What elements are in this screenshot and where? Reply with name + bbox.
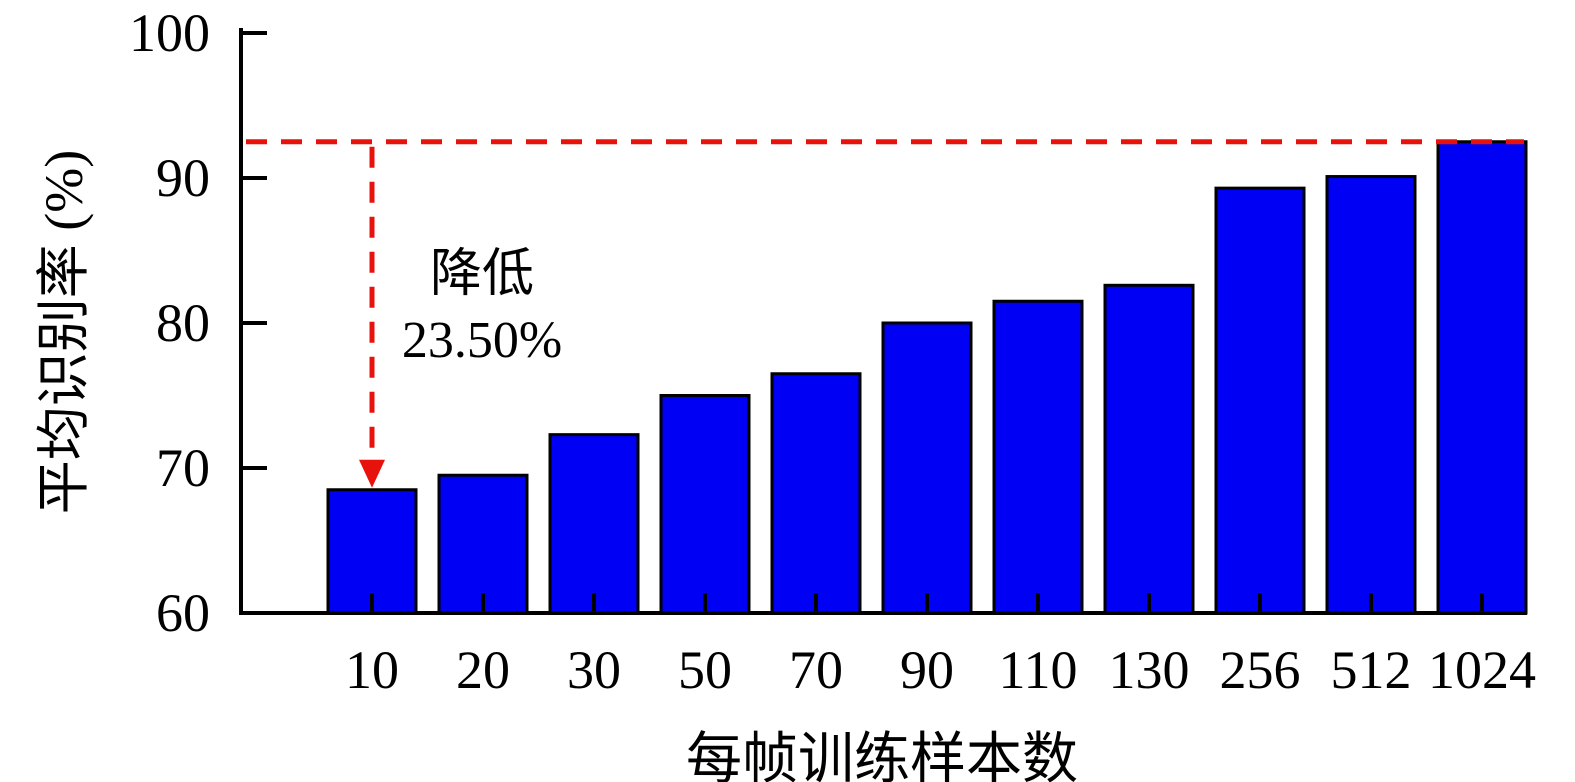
bar-20 bbox=[437, 473, 529, 615]
drop-arrow-head bbox=[359, 459, 385, 488]
x-tick-label: 50 bbox=[678, 640, 732, 700]
y-tick-label: 100 bbox=[129, 3, 210, 63]
x-tick-label: 20 bbox=[456, 640, 510, 700]
bar-50 bbox=[659, 394, 751, 615]
x-tick-label: 1024 bbox=[1428, 640, 1536, 700]
annotation-decrease-value: 23.50% bbox=[401, 312, 563, 369]
bar-70 bbox=[770, 372, 862, 615]
bar-130 bbox=[1103, 283, 1195, 615]
bar-1024 bbox=[1436, 140, 1528, 615]
x-tick-label: 30 bbox=[567, 640, 621, 700]
bar-256 bbox=[1214, 186, 1306, 615]
axis-spines bbox=[239, 28, 1527, 615]
x-tick-label: 110 bbox=[999, 640, 1078, 700]
y-axis-title: 平均识别率 (%) bbox=[34, 149, 94, 515]
bar-512 bbox=[1325, 175, 1417, 615]
x-tick-label: 512 bbox=[1331, 640, 1412, 700]
bar-30 bbox=[548, 433, 640, 615]
bar-110 bbox=[992, 299, 1084, 615]
y-tick-label: 80 bbox=[156, 293, 210, 353]
x-tick-label: 130 bbox=[1109, 640, 1190, 700]
y-tick-label: 60 bbox=[156, 583, 210, 643]
x-tick-label: 70 bbox=[789, 640, 843, 700]
x-axis-title: 每帧训练样本数 bbox=[686, 729, 1078, 782]
annotation-decrease: 降低 23.50% bbox=[332, 242, 632, 374]
y-tick-label: 90 bbox=[156, 148, 210, 208]
bar-90 bbox=[881, 321, 973, 615]
x-tick-label: 10 bbox=[345, 640, 399, 700]
x-tick-label: 256 bbox=[1220, 640, 1301, 700]
x-tick-label: 90 bbox=[900, 640, 954, 700]
y-tick-label: 70 bbox=[156, 438, 210, 498]
bar-10 bbox=[326, 488, 418, 615]
annotation-decrease-label: 降低 bbox=[429, 246, 534, 303]
